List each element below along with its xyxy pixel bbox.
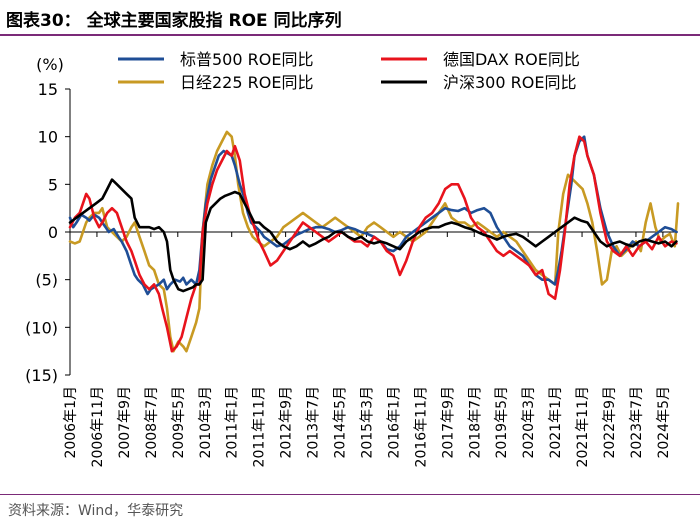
x-tick-label: 2021年1月 <box>548 386 564 459</box>
legend-label-1: 德国DAX ROE同比 <box>443 50 580 69</box>
x-tick-label: 2011年1月 <box>225 386 241 459</box>
legend-label-0: 标普500 ROE同比 <box>180 50 313 69</box>
x-tick-label: 2011年11月 <box>252 386 268 467</box>
series-layer <box>68 130 680 353</box>
y-tick-label: (15) <box>25 366 58 385</box>
title-bar: 图表30： 全球主要国家股指 ROE 同比序列 <box>0 0 700 38</box>
x-tick-label: 2017年9月 <box>440 386 456 459</box>
x-tick-label: 2008年7月 <box>144 386 160 459</box>
footer-divider <box>0 494 700 495</box>
x-tick-label: 2023年7月 <box>629 386 645 459</box>
chart-title: 图表30： 全球主要国家股指 ROE 同比序列 <box>6 11 342 31</box>
y-tick-label: 5 <box>48 175 58 194</box>
x-tick-label: 2015年3月 <box>359 386 375 459</box>
y-axis-unit-label: (%) <box>36 55 64 74</box>
series-line-2 <box>68 130 680 353</box>
x-tick-label: 2006年11月 <box>90 386 106 467</box>
x-tick-label: 2021年11月 <box>575 386 591 467</box>
legend-label-3: 沪深300 ROE同比 <box>443 73 576 92</box>
x-tick-label: 2010年3月 <box>198 386 214 459</box>
source-note: 资料来源：Wind，华泰研究 <box>8 503 184 519</box>
x-tick-label: 2020年3月 <box>521 386 537 459</box>
chart-axes: 15 10 5 0 (5) (10) (15) (%) 2006年1月 2006年11月 2007年… <box>25 55 678 467</box>
y-tick-label: 0 <box>48 223 58 242</box>
x-tick-label: 2014年5月 <box>332 386 348 459</box>
legend-label-2: 日经225 ROE同比 <box>180 73 313 92</box>
x-tick-label: 2022年9月 <box>602 386 618 459</box>
x-tick-label: 2018年7月 <box>467 386 483 459</box>
series-line-3 <box>68 178 678 293</box>
y-tick-label: (5) <box>35 271 58 290</box>
x-tick-label: 2016年11月 <box>413 386 429 467</box>
series-line-0 <box>68 135 678 296</box>
y-tick-label: (10) <box>25 318 58 337</box>
x-tick-label: 2006年1月 <box>63 386 79 459</box>
x-tick-label: 2019年5月 <box>494 386 510 459</box>
x-tick-label: 2013年7月 <box>306 386 322 459</box>
y-tick-label: 15 <box>38 80 58 99</box>
title-divider <box>0 34 700 36</box>
x-tick-label: 2016年1月 <box>386 386 402 459</box>
y-tick-label: 10 <box>38 128 58 147</box>
x-tick-label: 2024年5月 <box>656 386 672 459</box>
x-tick-label: 2007年9月 <box>117 386 133 459</box>
x-tick-label: 2012年9月 <box>279 386 295 459</box>
x-tick-label: 2009年5月 <box>171 386 187 459</box>
roe-line-chart: 15 10 5 0 (5) (10) (15) (%) 2006年1月 2006年11月 2007年… <box>25 50 680 467</box>
